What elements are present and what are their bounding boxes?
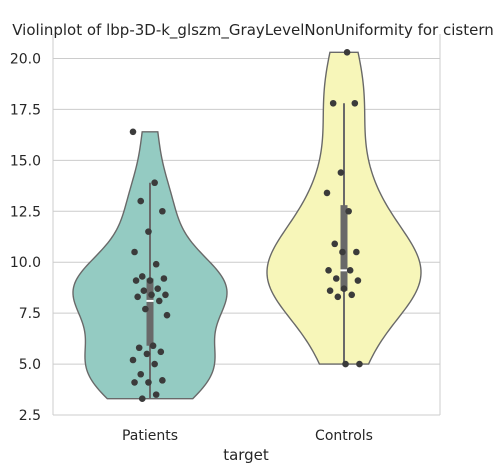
- data-point: [157, 348, 165, 356]
- data-point: [152, 260, 160, 268]
- data-point: [331, 240, 339, 248]
- data-point: [151, 179, 158, 187]
- data-point: [351, 99, 359, 107]
- data-point: [348, 291, 356, 299]
- data-point: [155, 297, 163, 305]
- data-point: [346, 267, 354, 274]
- data-point: [145, 228, 152, 235]
- data-point: [339, 248, 346, 256]
- data-point: [135, 344, 143, 352]
- data-point: [325, 267, 332, 274]
- y-tick-label: 7.5: [19, 306, 41, 322]
- data-point: [345, 207, 352, 215]
- y-tick-label: 5.0: [19, 357, 41, 373]
- data-point: [149, 342, 157, 350]
- y-tick-label: 17.5: [10, 102, 41, 118]
- data-point: [329, 99, 337, 107]
- data-point: [145, 379, 152, 386]
- data-point: [137, 197, 145, 205]
- data-point: [326, 287, 334, 295]
- data-point: [129, 128, 137, 136]
- data-point: [162, 291, 169, 299]
- data-point: [323, 189, 331, 197]
- data-point: [354, 277, 362, 284]
- data-point: [142, 305, 149, 313]
- y-tick-label: 15.0: [10, 153, 41, 169]
- data-point: [334, 293, 342, 301]
- data-point: [131, 248, 138, 256]
- data-point: [131, 379, 138, 386]
- box-layer: [146, 103, 348, 399]
- data-point: [159, 207, 166, 215]
- data-point: [140, 287, 148, 295]
- data-point: [163, 311, 171, 319]
- data-point: [146, 277, 154, 284]
- data-point: [353, 248, 360, 256]
- data-point: [160, 275, 168, 282]
- data-point: [137, 370, 145, 378]
- data-point: [143, 350, 151, 358]
- data-point: [343, 49, 351, 56]
- data-point: [159, 377, 166, 384]
- data-point: [154, 285, 162, 292]
- chart-title: Violinplot of lbp-3D-k_glszm_GrayLevelNo…: [12, 21, 494, 40]
- data-point: [342, 360, 349, 368]
- data-point: [337, 169, 345, 176]
- y-tick-label: 10.0: [10, 255, 41, 271]
- iqr-box: [340, 205, 348, 291]
- iqr-box: [146, 278, 154, 346]
- point-layer: [129, 49, 363, 403]
- violin-layer: [72, 51, 422, 400]
- data-point: [129, 356, 137, 364]
- data-point: [332, 275, 340, 282]
- data-point: [132, 277, 140, 284]
- y-tick-label: 12.5: [10, 204, 41, 220]
- data-point: [356, 360, 363, 368]
- x-axis-label: target: [223, 446, 269, 464]
- data-point: [152, 391, 160, 398]
- x-tick-label: Patients: [122, 428, 178, 444]
- data-point: [138, 395, 146, 403]
- data-point: [148, 291, 155, 299]
- data-point: [340, 285, 348, 292]
- data-point: [134, 293, 141, 301]
- y-tick-label: 20.0: [10, 51, 41, 67]
- y-tick-label: 2.5: [19, 408, 41, 424]
- data-point: [151, 360, 158, 368]
- data-point: [138, 273, 146, 280]
- x-tick-label: Controls: [315, 428, 373, 444]
- axis-layer: 2.5 5.0 7.5 10.0 12.5 15.0 17.5 20.0 Patients Con…: [10, 34, 441, 444]
